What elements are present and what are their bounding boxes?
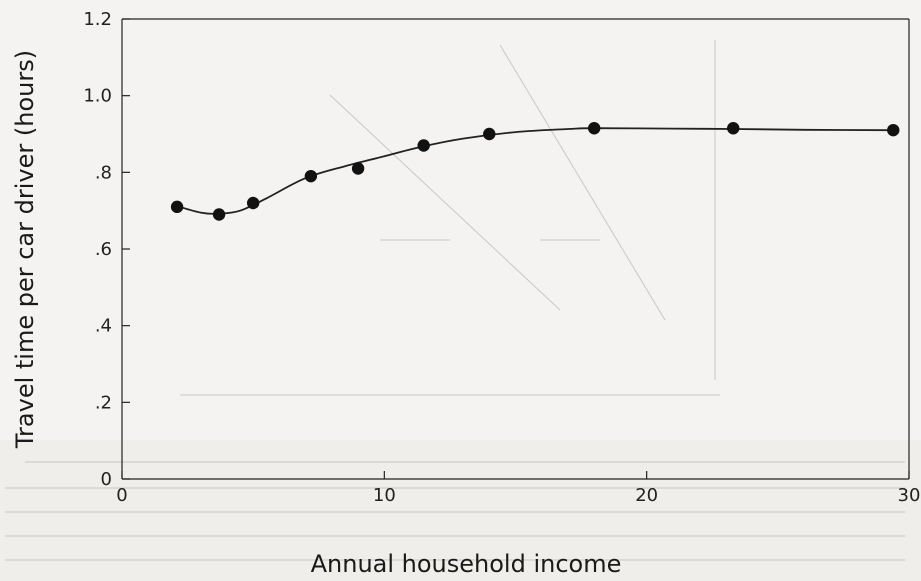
data-points-layer: [170, 122, 900, 221]
data-point: [417, 139, 430, 152]
y-tick-label: .8: [95, 162, 112, 183]
x-axis-ticks: 0 10 20 30: [116, 471, 920, 506]
bleed-through-artifacts: [0, 40, 921, 581]
y-tick-label: .4: [95, 316, 112, 337]
data-point: [351, 162, 365, 175]
y-tick-label: 1.2: [83, 9, 112, 30]
y-tick-label: .6: [95, 239, 112, 260]
data-point: [588, 122, 601, 135]
y-axis-title: Travel time per car driver (hours): [11, 50, 39, 449]
data-point: [304, 169, 318, 183]
y-tick-label: .2: [95, 392, 112, 413]
data-point: [212, 208, 226, 221]
x-tick-label: 10: [373, 485, 396, 506]
x-axis-title: Annual household income: [311, 550, 622, 578]
plot-frame: [121, 18, 910, 480]
fitted-curve-layer: [176, 127, 894, 215]
y-tick-label: 0: [101, 469, 112, 490]
data-point: [170, 200, 184, 214]
x-tick-label: 20: [635, 485, 658, 506]
data-point: [483, 127, 496, 141]
y-axis-ticks: 0 .2 .4 .6 .8 1.0 1.2: [83, 9, 130, 490]
data-point: [887, 123, 900, 137]
x-tick-label: 30: [898, 485, 921, 506]
data-point: [727, 122, 740, 135]
y-tick-label: 1.0: [83, 86, 112, 107]
fitted-curve: [176, 127, 894, 215]
x-tick-label: 0: [116, 485, 127, 506]
data-point: [246, 196, 260, 210]
